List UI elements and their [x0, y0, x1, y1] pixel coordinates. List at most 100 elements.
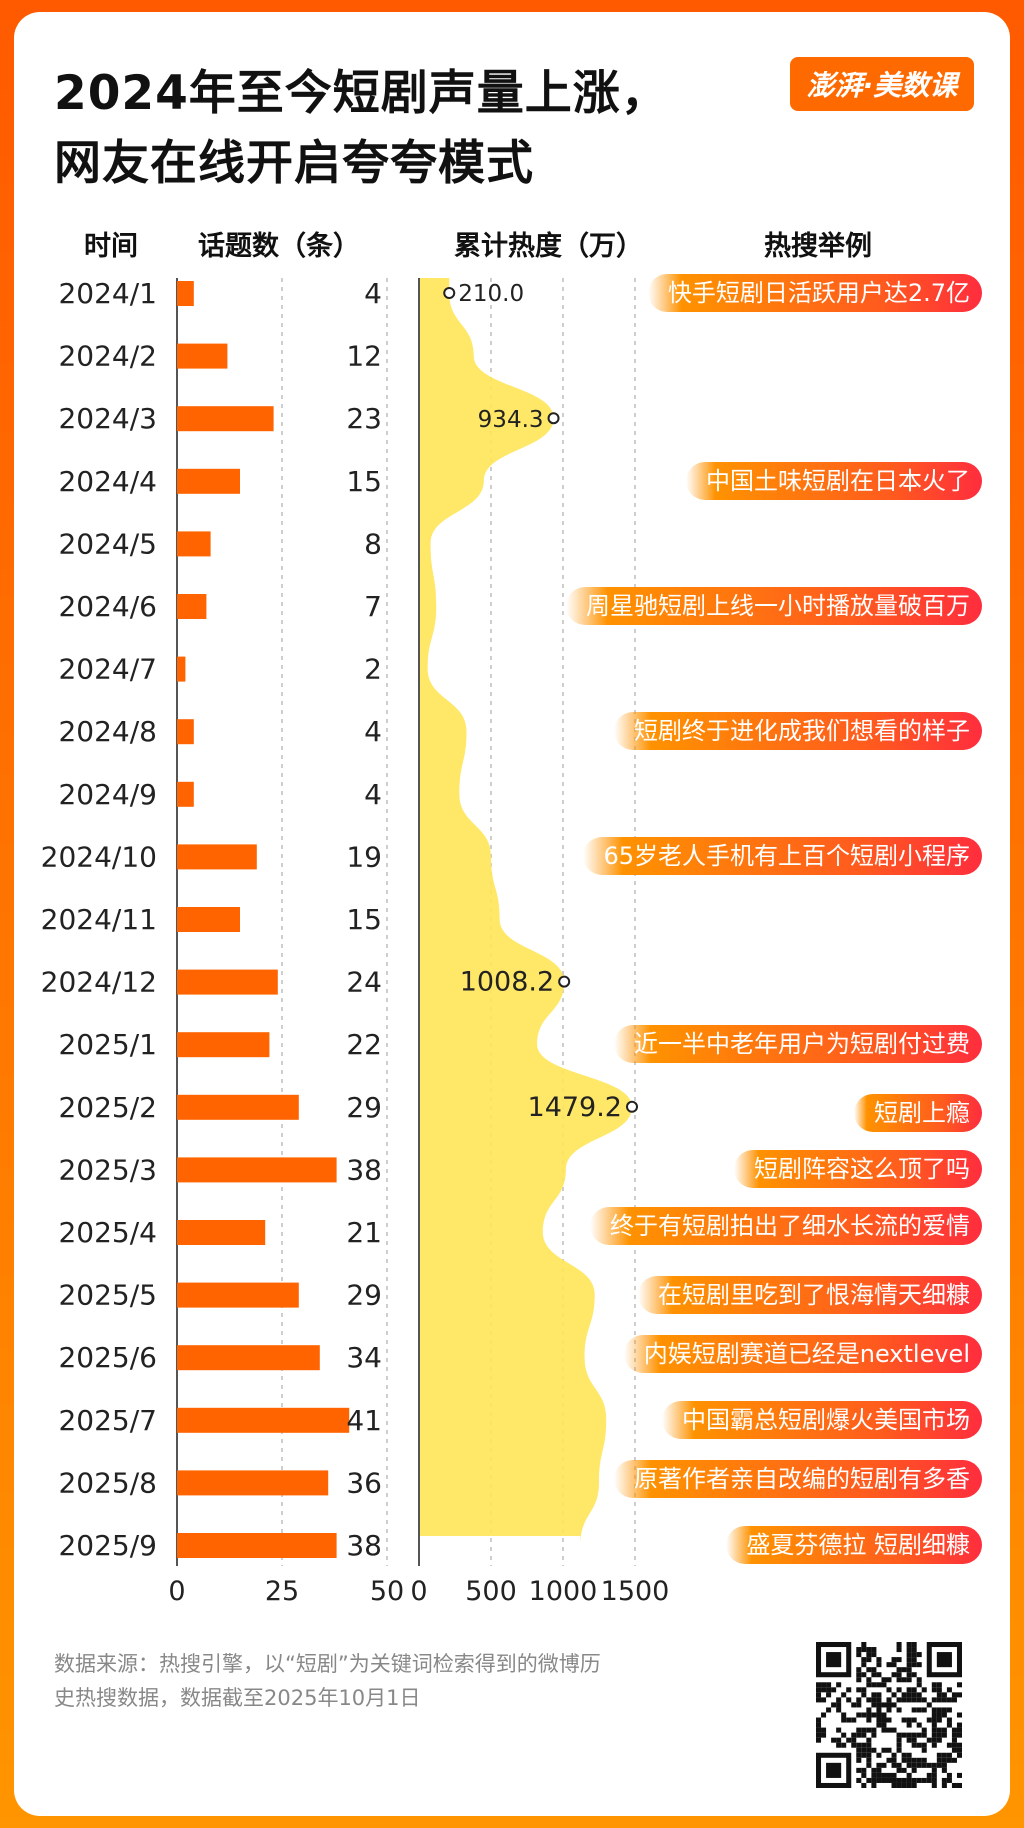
topic-value: 4 — [364, 715, 382, 748]
heat-tick-label: 1500 — [601, 1576, 670, 1607]
topic-bar — [177, 781, 194, 807]
month-label: 2025/4 — [58, 1216, 157, 1249]
month-label: 2024/1 — [58, 277, 157, 310]
title-line-1: 2024年至今短剧声量上涨， — [54, 66, 669, 121]
month-label: 2025/6 — [58, 1341, 157, 1374]
month-label: 2024/11 — [41, 903, 157, 936]
heat-marker — [547, 412, 560, 425]
topic-bar — [177, 1407, 350, 1433]
topic-value: 22 — [346, 1028, 382, 1061]
topic-value: 15 — [346, 465, 382, 498]
month-label: 2024/4 — [58, 465, 157, 498]
header-examples: 热搜举例 — [764, 231, 872, 262]
month-label: 2025/9 — [58, 1529, 157, 1562]
hot-search-pill: 快手短剧日活跃用户达2.7亿 — [647, 274, 982, 312]
topic-value: 15 — [346, 903, 382, 936]
month-label: 2024/8 — [58, 715, 157, 748]
header-time: 时间 — [84, 231, 138, 262]
month-label: 2025/7 — [58, 1404, 157, 1437]
topic-value: 4 — [364, 778, 382, 811]
hot-search-pill: 中国霸总短剧爆火美国市场 — [662, 1400, 982, 1439]
heat-tick-label: 0 — [410, 1576, 427, 1607]
topic-value: 34 — [346, 1341, 382, 1374]
hot-search-pill: 周星驰短剧上线一小时播放量破百万 — [566, 587, 982, 625]
topic-value: 24 — [346, 966, 382, 999]
topic-bar — [177, 1282, 299, 1308]
topic-value: 23 — [346, 402, 382, 435]
heat-marker — [443, 287, 456, 299]
topic-bar — [177, 1470, 329, 1496]
topic-value: 36 — [346, 1466, 382, 1499]
heat-marker — [558, 975, 571, 988]
topic-value: 12 — [346, 340, 382, 373]
month-label: 2024/5 — [58, 527, 157, 560]
hot-search-pill: 65岁老人手机有上百个短剧小程序 — [583, 837, 982, 876]
topic-bar — [177, 656, 186, 682]
hot-search-pill: 在短剧里吃到了恨海情天细糠 — [638, 1275, 982, 1314]
month-label: 2024/3 — [58, 402, 157, 435]
topic-value: 2 — [364, 653, 382, 686]
topic-value: 29 — [346, 1091, 382, 1124]
topic-bar — [177, 1094, 299, 1120]
month-label: 2024/10 — [41, 840, 157, 873]
topic-value: 29 — [346, 1279, 382, 1312]
topic-value: 41 — [346, 1404, 382, 1437]
qr-code-icon[interactable] — [816, 1642, 962, 1788]
topic-bar — [177, 1157, 337, 1183]
month-label: 2024/7 — [58, 653, 157, 686]
header-heat: 累计热度（万） — [454, 231, 643, 262]
topic-bar — [177, 594, 207, 619]
heat-area — [419, 278, 633, 1545]
hot-search-pill: 短剧终于进化成我们想看的样子 — [614, 712, 982, 751]
month-label: 2024/2 — [58, 340, 157, 373]
heat-tick-label: 1000 — [529, 1576, 598, 1607]
topic-bar — [177, 1220, 266, 1245]
topic-value: 38 — [346, 1529, 382, 1562]
heat-tick-label: 500 — [465, 1576, 517, 1607]
hot-search-pill: 短剧阵容这么顶了吗 — [734, 1150, 982, 1189]
topic-bar — [177, 1533, 337, 1558]
title-line-2: 网友在线开启夸夸模式 — [54, 136, 534, 191]
topic-bar — [177, 844, 257, 870]
header-topics: 话题数（条） — [198, 231, 360, 262]
hot-search-pill: 盛夏芬德拉 短剧细糠 — [726, 1526, 982, 1564]
heat-value-label: 1008.2 — [460, 967, 554, 998]
month-label: 2024/12 — [41, 966, 157, 999]
heat-value-label: 210.0 — [458, 281, 524, 307]
month-label: 2025/8 — [58, 1466, 157, 1499]
topic-bar — [177, 406, 274, 432]
month-label: 2025/5 — [58, 1279, 157, 1312]
source-note-line-2: 史热搜数据，数据截至2025年10月1日 — [54, 1686, 421, 1710]
topic-value: 21 — [346, 1216, 382, 1249]
topic-bar — [177, 1345, 320, 1371]
topic-bar — [177, 531, 211, 557]
topic-tick-label: 50 — [370, 1576, 404, 1607]
month-label: 2024/9 — [58, 778, 157, 811]
topic-tick-label: 0 — [168, 1576, 185, 1607]
thepaper-logo: 澎湃·美数课 — [790, 57, 974, 111]
topic-bar — [177, 907, 240, 932]
heat-marker — [626, 1100, 639, 1113]
topic-bar — [177, 468, 240, 494]
topic-bar — [177, 719, 194, 745]
topic-bar — [177, 969, 278, 995]
heat-value-label: 1479.2 — [528, 1092, 622, 1123]
month-label: 2025/2 — [58, 1091, 157, 1124]
topic-value: 7 — [364, 590, 382, 623]
month-label: 2025/3 — [58, 1153, 157, 1186]
month-label: 2025/1 — [58, 1028, 157, 1061]
hot-search-pill: 近一半中老年用户为短剧付过费 — [614, 1025, 982, 1064]
hot-search-pill: 原著作者亲自改编的短剧有多香 — [614, 1460, 982, 1499]
source-note-line-1: 数据来源：热搜引擎，以“短剧”为关键词检索得到的微博历 — [54, 1652, 601, 1676]
hot-search-pill: 内娱短剧赛道已经是nextlevel — [623, 1335, 982, 1374]
topic-value: 19 — [346, 840, 382, 873]
topic-tick-label: 25 — [265, 1576, 299, 1607]
month-label: 2024/6 — [58, 590, 157, 623]
topic-value: 38 — [346, 1153, 382, 1186]
topic-bar — [177, 1032, 270, 1058]
topic-value: 8 — [364, 527, 382, 560]
hot-search-pill: 终于有短剧拍出了细水长流的爱情 — [590, 1206, 982, 1245]
topic-bar — [177, 343, 228, 369]
topic-value: 4 — [364, 277, 382, 310]
